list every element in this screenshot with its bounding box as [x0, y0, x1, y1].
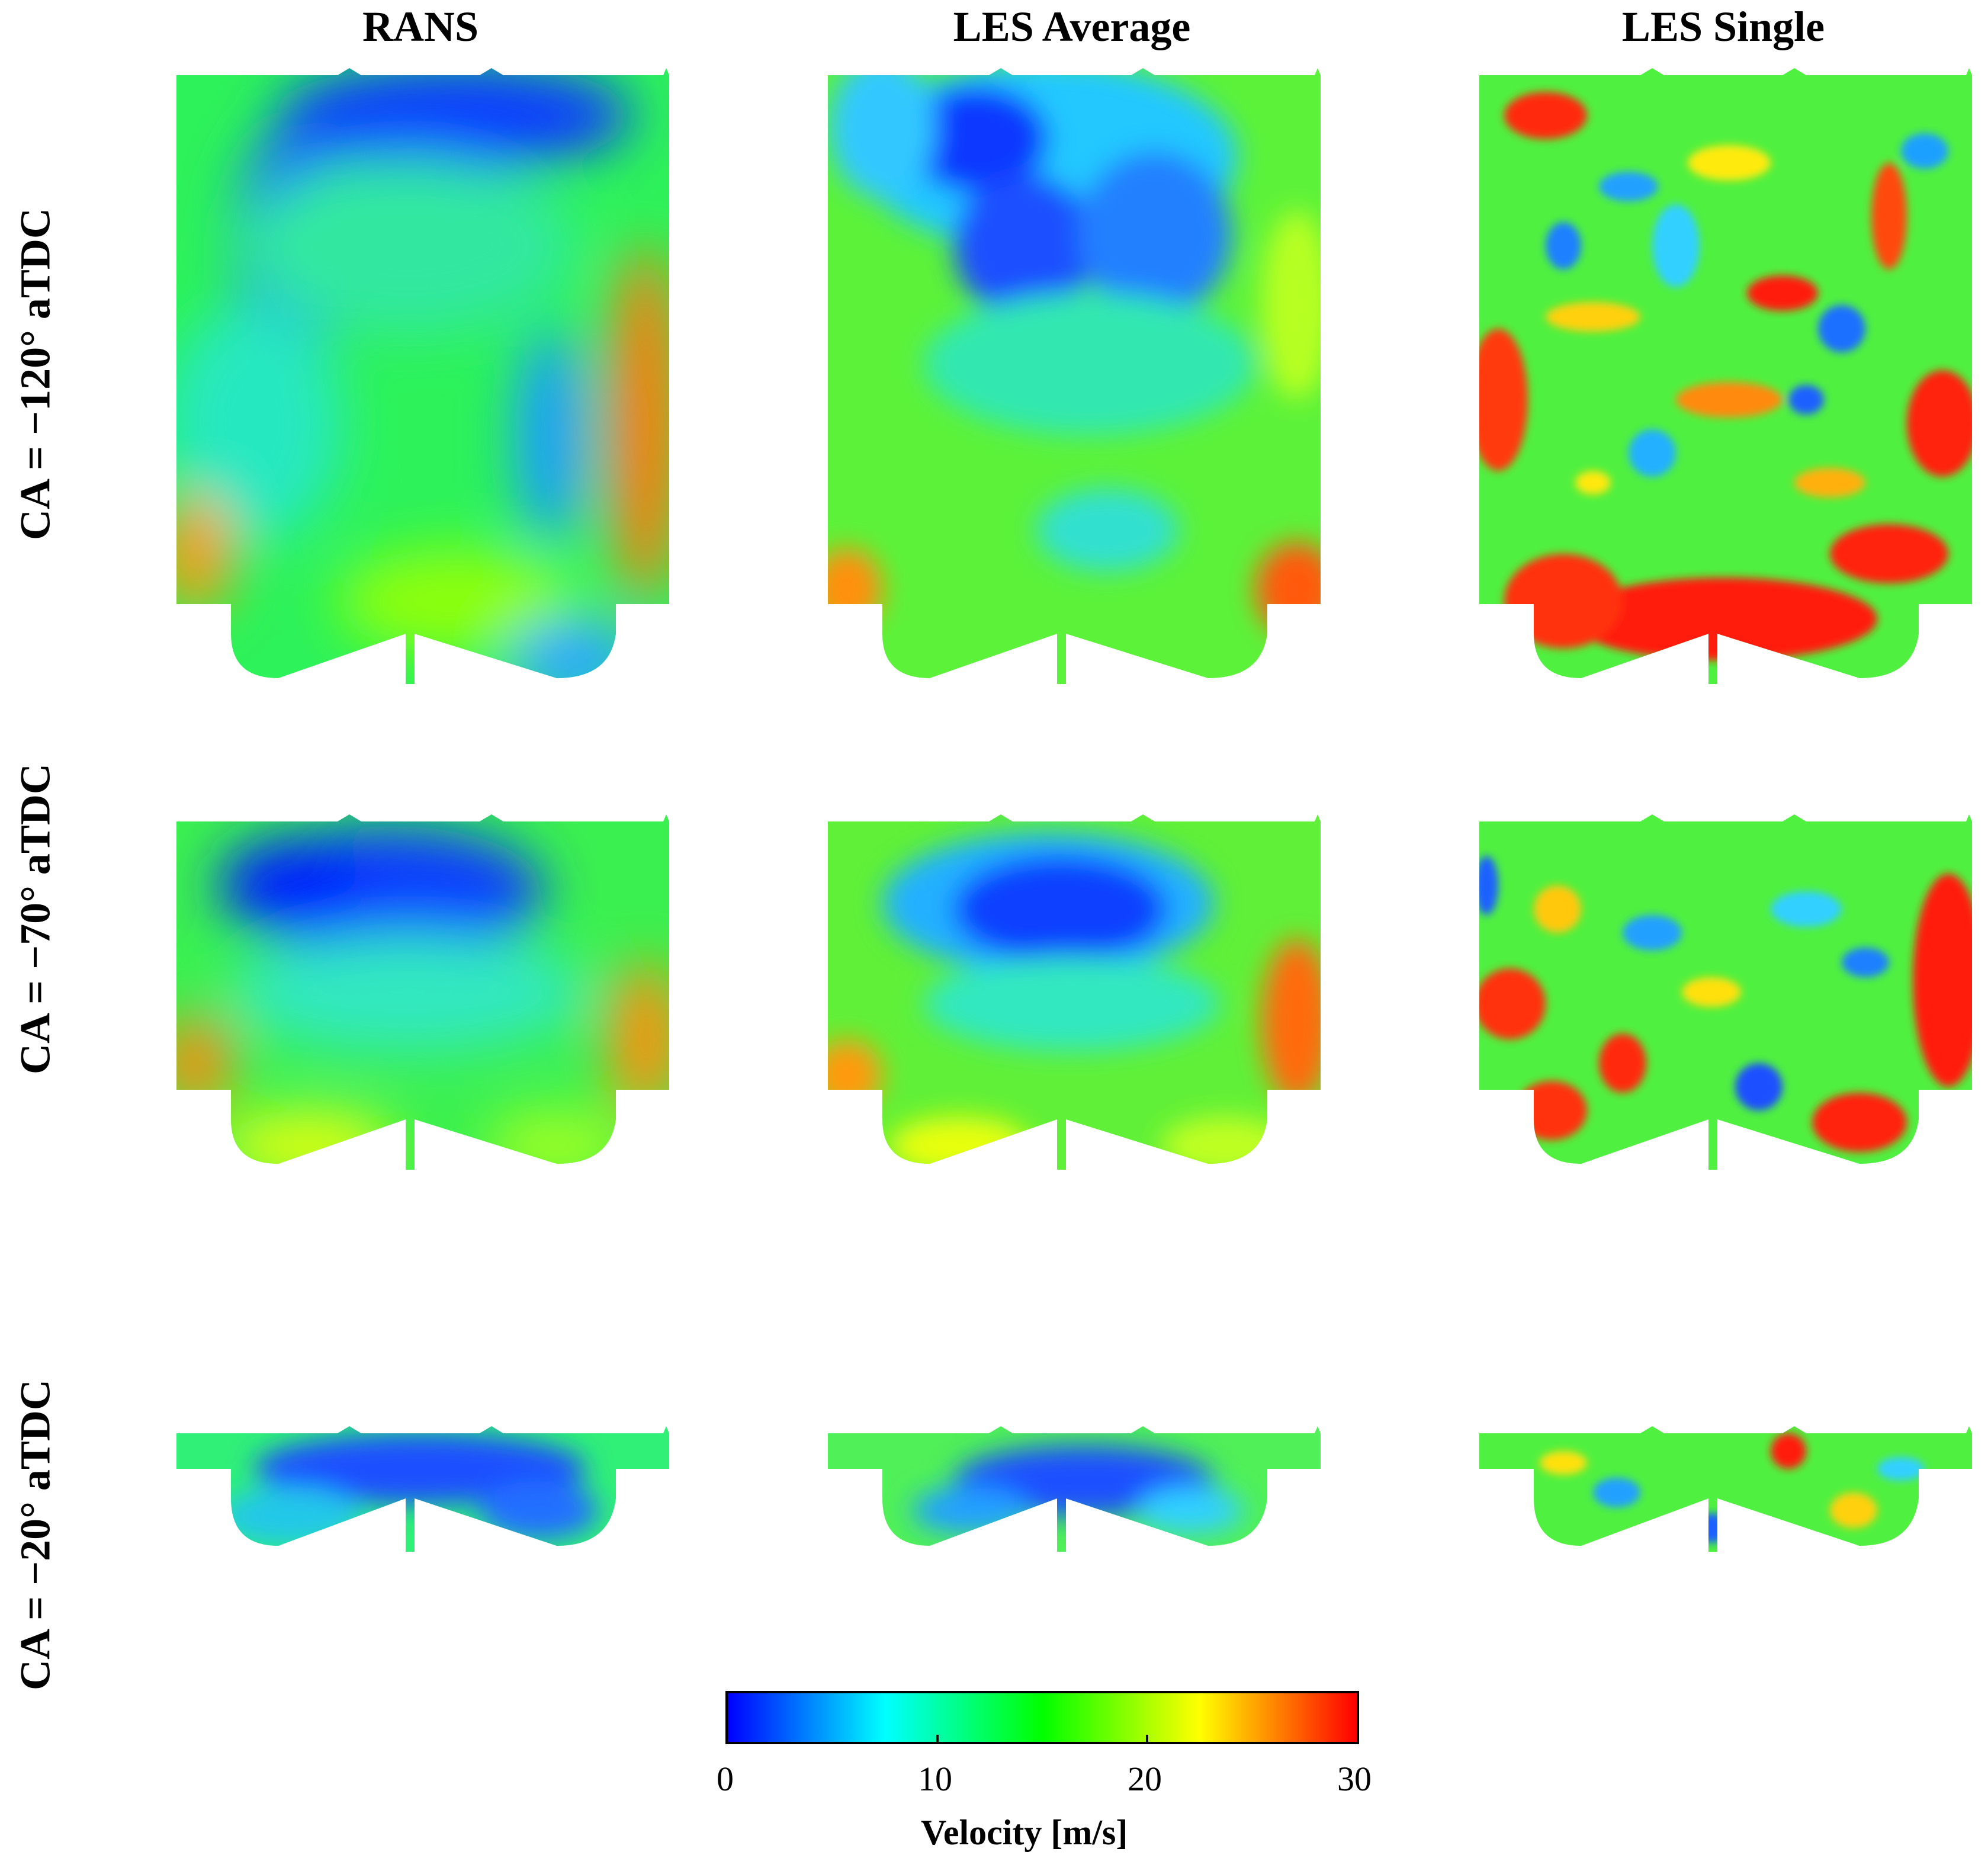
contour-les-average-ca-minus-120 — [823, 68, 1327, 690]
contour-rans-ca-minus-20 — [172, 1421, 675, 1635]
row-title-ca-minus-70: CA = −70° aTDC — [11, 763, 59, 1074]
colorbar-label-0: 0 — [717, 1760, 734, 1798]
contour-rans-ca-minus-120 — [172, 68, 675, 690]
colorbar-label-10: 10 — [918, 1760, 952, 1798]
column-title-les-single: LES Single — [1621, 3, 1825, 50]
colorbar — [725, 1691, 1359, 1744]
column-title-les-average: LES Average — [953, 3, 1191, 50]
row-title-ca-minus-20: CA = −20° aTDC — [11, 1379, 59, 1690]
row-title-ca-minus-120: CA = −120° aTDC — [11, 208, 59, 540]
colorbar-gradient — [728, 1693, 1357, 1742]
colorbar-title: Velocity [m/s] — [921, 1813, 1128, 1852]
colorbar-label-20: 20 — [1128, 1760, 1162, 1798]
contour-rans-ca-minus-70 — [172, 814, 675, 1193]
contour-les-average-ca-minus-70 — [823, 814, 1327, 1193]
colorbar-label-30: 30 — [1337, 1760, 1372, 1798]
contour-les-average-ca-minus-20 — [823, 1421, 1327, 1635]
column-title-rans: RANS — [362, 3, 479, 50]
contour-les-single-ca-minus-70 — [1475, 814, 1978, 1193]
contour-les-single-ca-minus-20 — [1475, 1421, 1978, 1635]
contour-les-single-ca-minus-120 — [1475, 68, 1978, 690]
